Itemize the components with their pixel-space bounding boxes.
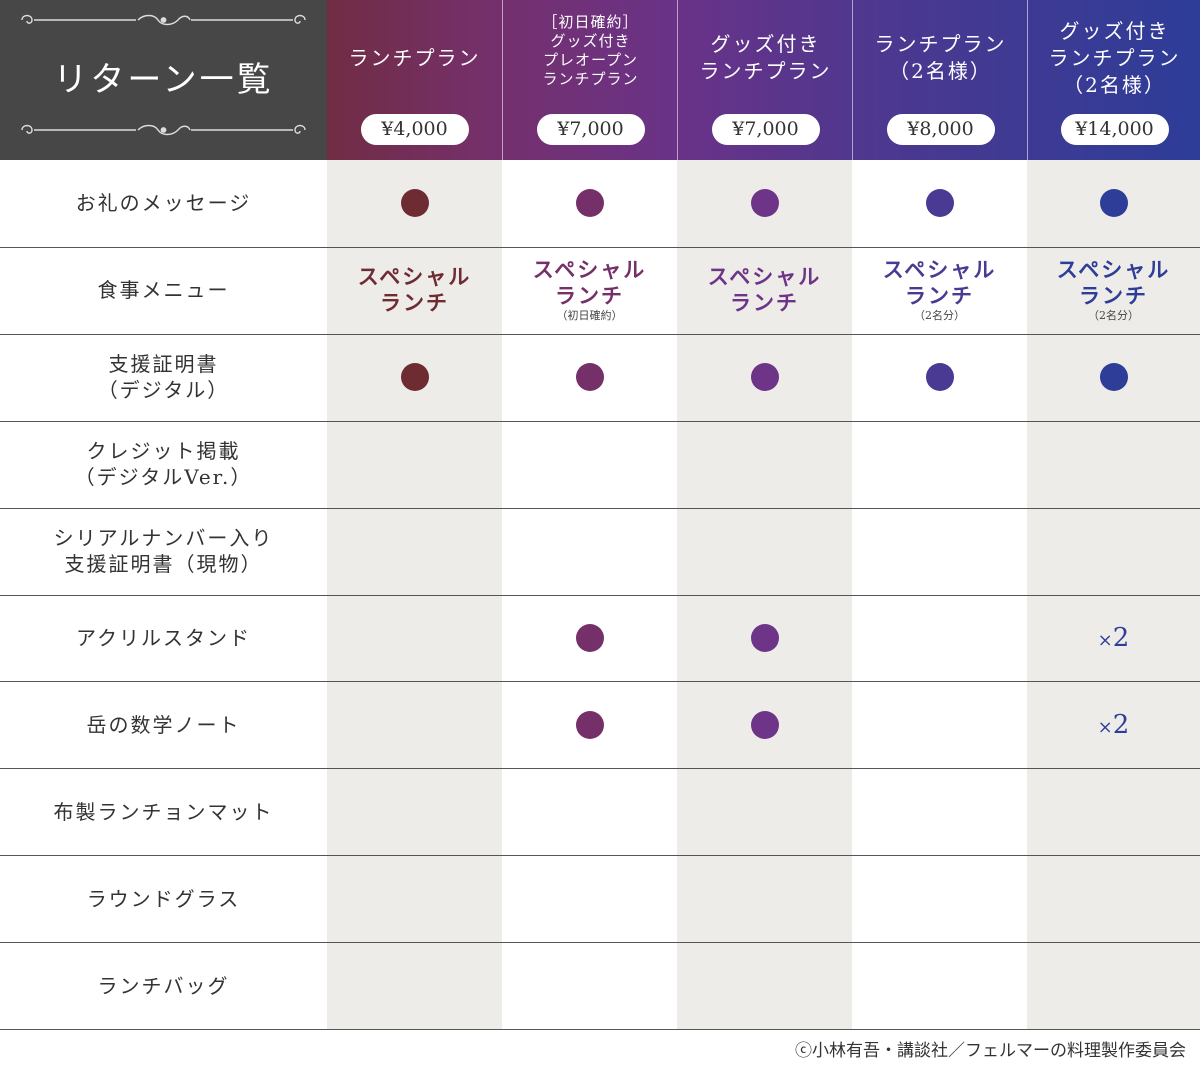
row-label: 食事メニュー xyxy=(97,278,230,303)
meal-note: （2名分） xyxy=(1088,308,1139,322)
meal-cell: スペシャル ランチ （初日確約） xyxy=(502,257,677,323)
price-badge: ¥14,000 xyxy=(1060,114,1169,145)
included-dot-icon xyxy=(575,363,604,392)
meal-cell: スペシャル ランチ （2名分） xyxy=(852,257,1027,323)
plan-name: ［初日確約］ グッズ付き プレオープン ランチプラン xyxy=(542,13,639,88)
title-cell: リターン一覧 xyxy=(0,0,327,160)
included-dot-icon xyxy=(400,363,429,392)
row-divider xyxy=(0,942,1200,943)
plan-name: ランチプラン xyxy=(348,46,481,70)
row-divider xyxy=(0,508,1200,509)
meal-name: スペシャル ランチ xyxy=(1056,256,1171,308)
row-divider xyxy=(0,855,1200,856)
included-dot-icon xyxy=(575,623,604,652)
plan-header-2: ［初日確約］ グッズ付き プレオープン ランチプラン ¥7,000 xyxy=(502,0,678,160)
meal-cell: スペシャル ランチ （2名分） xyxy=(1027,257,1200,323)
row-label: 支援証明書 （デジタル） xyxy=(97,352,230,403)
row-divider xyxy=(0,768,1200,769)
included-dot-icon xyxy=(1099,189,1128,218)
meal-cell: スペシャル ランチ xyxy=(677,264,852,316)
row-label: 布製ランチョンマット xyxy=(53,799,274,824)
plan-name: グッズ付き ランチプラン （2名様） xyxy=(1048,19,1181,97)
ornament-top-icon xyxy=(21,14,306,26)
included-dot-icon xyxy=(750,189,779,218)
included-dot-icon xyxy=(925,363,954,392)
plan-header-4: ランチプラン （2名様） ¥8,000 xyxy=(852,0,1028,160)
meal-name: スペシャル ランチ xyxy=(532,256,647,308)
copyright-text: ⓒ小林有吾・講談社／フェルマーの料理製作委員会 xyxy=(795,1041,1186,1061)
included-dot-icon xyxy=(750,363,779,392)
row-label: 岳の数学ノート xyxy=(86,712,241,737)
plan-header-1: ランチプラン ¥4,000 xyxy=(327,0,502,160)
included-dot-icon xyxy=(400,189,429,218)
included-dot-icon xyxy=(750,710,779,739)
row-divider xyxy=(0,334,1200,335)
price-badge: ¥7,000 xyxy=(536,114,645,145)
row-label: クレジット掲載 （デジタルVer.） xyxy=(74,439,253,490)
row-divider xyxy=(0,595,1200,596)
column-shade xyxy=(1027,160,1200,1029)
plan-name: グッズ付き ランチプラン xyxy=(699,32,832,83)
price-badge: ¥7,000 xyxy=(711,114,820,145)
row-divider xyxy=(0,247,1200,248)
row-label: お礼のメッセージ xyxy=(75,191,252,216)
row-divider xyxy=(0,421,1200,422)
row-label: ランチバッグ xyxy=(97,973,230,998)
meal-note: （2名分） xyxy=(914,308,965,322)
row-label: ラウンドグラス xyxy=(86,886,241,911)
included-dot-icon xyxy=(750,623,779,652)
ornament-bottom-icon xyxy=(21,124,306,136)
price-badge: ¥4,000 xyxy=(360,114,469,145)
row-label: アクリルスタンド xyxy=(76,625,251,650)
meal-name: スペシャル ランチ xyxy=(707,263,822,315)
column-shade xyxy=(677,160,852,1029)
meal-note: （初日確約） xyxy=(556,308,623,322)
plan-name: ランチプラン （2名様） xyxy=(874,32,1007,83)
column-shade xyxy=(327,160,502,1029)
included-dot-icon xyxy=(575,710,604,739)
meal-cell: スペシャル ランチ xyxy=(327,264,502,316)
row-divider xyxy=(0,681,1200,682)
quantity-text: ×2 xyxy=(1097,709,1130,740)
price-badge: ¥8,000 xyxy=(886,114,995,145)
page-title: リターン一覧 xyxy=(53,60,274,100)
quantity-text: ×2 xyxy=(1097,622,1130,653)
plan-header-3: グッズ付き ランチプラン ¥7,000 xyxy=(677,0,853,160)
included-dot-icon xyxy=(575,189,604,218)
meal-name: スペシャル ランチ xyxy=(882,256,997,308)
plan-header-5: グッズ付き ランチプラン （2名様） ¥14,000 xyxy=(1027,0,1200,160)
row-divider xyxy=(0,1029,1200,1030)
included-dot-icon xyxy=(1099,363,1128,392)
meal-name: スペシャル ランチ xyxy=(357,263,472,315)
row-label: シリアルナンバー入り 支援証明書（現物） xyxy=(53,526,274,577)
header-band: リターン一覧 ランチプラン ¥4,000 ［初日確約］ グッズ付き プレオープン… xyxy=(0,0,1200,160)
included-dot-icon xyxy=(925,189,954,218)
